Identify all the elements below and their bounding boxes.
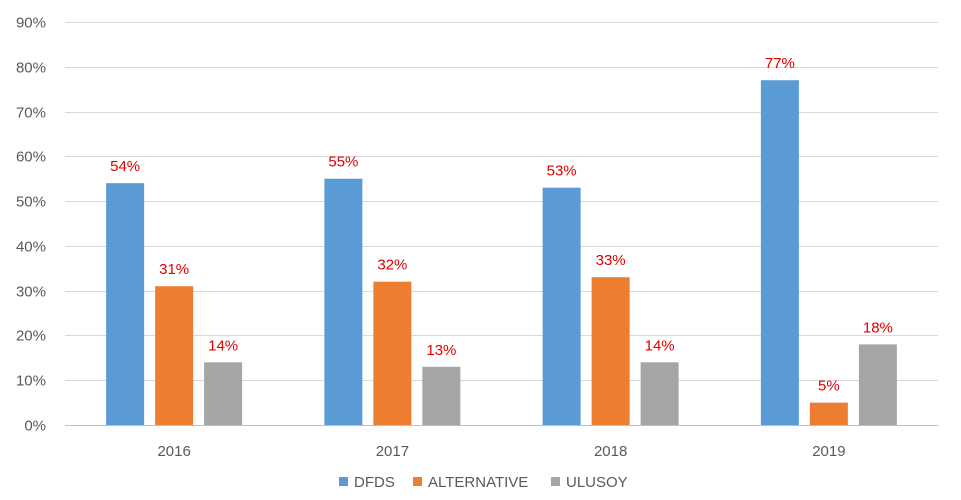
data-label: 32% — [377, 257, 407, 274]
y-tick-label: 60% — [16, 149, 46, 166]
bar-ulusoy-2019 — [858, 344, 897, 425]
y-tick-label: 70% — [16, 105, 46, 122]
y-tick-label: 20% — [16, 328, 46, 345]
data-label: 77% — [765, 55, 795, 72]
x-tick-label: 2016 — [157, 443, 190, 460]
data-label: 18% — [863, 319, 893, 336]
bar-dfds-2019 — [760, 80, 799, 425]
data-label: 33% — [596, 252, 626, 269]
bar-alternative-2016 — [155, 286, 194, 425]
data-label: 5% — [818, 378, 840, 395]
y-tick-label: 90% — [16, 15, 46, 32]
bar-alternative-2017 — [373, 281, 412, 425]
legend-swatch-dfds — [339, 477, 348, 486]
x-tick-label: 2018 — [594, 443, 627, 460]
data-labels: 54% 31% 14% 55% 32% 13% 53% 33% 14% 77% 5% 18% — [110, 55, 893, 394]
bar-alternative-2019 — [809, 402, 848, 425]
data-label: 14% — [645, 337, 675, 354]
bar-ulusoy-2018 — [640, 362, 679, 425]
legend-label: ULUSOY — [566, 474, 628, 491]
x-tick-label: 2017 — [376, 443, 409, 460]
gridlines — [65, 22, 938, 426]
bar-dfds-2017 — [324, 178, 363, 425]
bar-dfds-2016 — [106, 183, 145, 425]
legend-swatch-ulusoy — [551, 477, 560, 486]
bar-dfds-2018 — [542, 187, 581, 425]
y-tick-label: 40% — [16, 239, 46, 256]
y-tick-label: 30% — [16, 284, 46, 301]
data-label: 31% — [159, 261, 189, 278]
bar-ulusoy-2016 — [204, 362, 243, 425]
legend-label: ALTERNATIVE — [428, 474, 528, 491]
data-label: 55% — [328, 154, 358, 171]
legend-label: DFDS — [354, 474, 395, 491]
data-label: 14% — [208, 337, 238, 354]
x-tick-label: 2019 — [812, 443, 845, 460]
y-tick-label: 0% — [24, 418, 46, 435]
data-label: 13% — [426, 342, 456, 359]
bars — [106, 80, 897, 425]
y-tick-label: 80% — [16, 60, 46, 77]
data-label: 53% — [547, 163, 577, 180]
y-tick-label: 50% — [16, 194, 46, 211]
data-label: 54% — [110, 158, 140, 175]
bar-ulusoy-2017 — [422, 366, 461, 425]
x-axis-ticks: 2016 2017 2018 2019 — [157, 443, 845, 460]
legend-swatch-alternative — [413, 477, 422, 486]
y-axis-ticks: 0% 10% 20% 30% 40% 50% 60% 70% 80% 90% — [16, 15, 46, 435]
legend: DFDS ALTERNATIVE ULUSOY — [339, 474, 628, 491]
y-tick-label: 10% — [16, 373, 46, 390]
bar-alternative-2018 — [591, 277, 630, 425]
